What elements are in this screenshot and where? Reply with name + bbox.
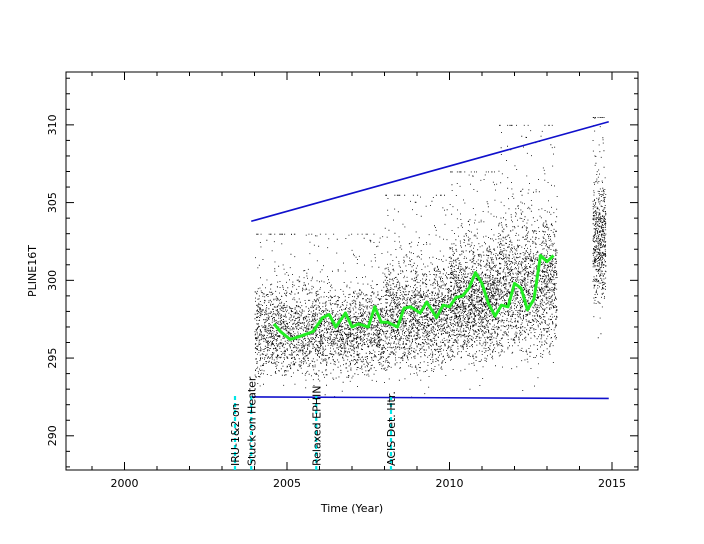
- event-label: Stuck-on Heater: [245, 376, 258, 466]
- x-tick-label: 2015: [598, 477, 626, 490]
- plot-frame: [65, 71, 639, 471]
- event-label: Relaxed EPHIN: [310, 386, 323, 466]
- event-markers: IRU-1&2 on Stuck-on Heater Relaxed EPHIN AC…: [229, 376, 398, 470]
- y-tick-label: 300: [46, 270, 59, 291]
- lower-envelope-line: [251, 396, 609, 400]
- y-tick-label: 305: [46, 192, 59, 213]
- y-axis-label: PLINE16T: [26, 245, 39, 297]
- y-tick-label: 295: [46, 348, 59, 369]
- axis-ticks: 2000 2005 2010 2015 290 295 300 305 310: [46, 72, 638, 490]
- y-tick-label: 310: [46, 114, 59, 135]
- event-label: IRU-1&2 on: [229, 403, 242, 466]
- upper-envelope-line: [251, 120, 609, 223]
- x-tick-label: 2000: [111, 477, 139, 490]
- x-tick-label: 2010: [436, 477, 464, 490]
- data-points: [254, 117, 607, 400]
- smooth-curve: [272, 254, 555, 341]
- scatter-points: [254, 117, 607, 400]
- smooth-curve-group: [272, 254, 555, 341]
- event-label: ACIS Det. Htr.: [385, 391, 398, 466]
- x-axis-label: Time (Year): [320, 502, 383, 515]
- y-tick-label: 290: [46, 425, 59, 446]
- x-tick-label: 2005: [273, 477, 301, 490]
- envelope-lines: [251, 120, 609, 400]
